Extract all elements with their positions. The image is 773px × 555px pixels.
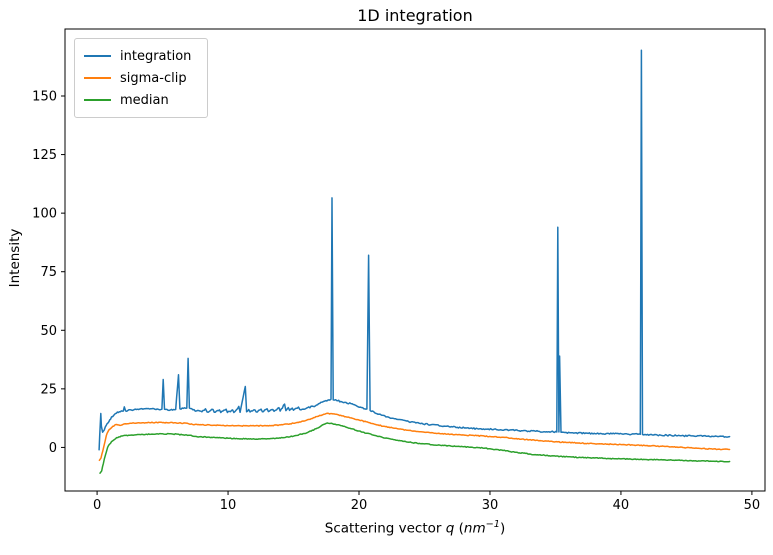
y-axis-label: Intensity	[7, 228, 23, 288]
legend-label: sigma-clip	[120, 70, 187, 86]
y-tick-label: 50	[40, 324, 57, 339]
sigma-clip-line-swatch	[84, 77, 111, 79]
y-tick-label: 125	[32, 148, 57, 163]
axes-box	[64, 28, 766, 492]
x-tick-label: 10	[220, 498, 237, 513]
y-tick-label: 0	[49, 441, 57, 456]
x-axis-label: Scattering vector q (nm−1)	[324, 519, 506, 537]
y-tick-label: 100	[32, 207, 57, 222]
y-tick-label: 150	[32, 90, 57, 105]
y-tick-label: 75	[40, 265, 57, 280]
y-tick-label: 25	[40, 382, 57, 397]
x-tick-label: 30	[482, 498, 499, 513]
legend-label: integration	[120, 48, 192, 64]
median-line-swatch	[84, 99, 111, 101]
legend-item-median: median	[84, 89, 199, 111]
series-sigma-clip-line	[98, 412, 731, 462]
x-tick-label: 40	[613, 498, 630, 513]
x-tick-label: 50	[744, 498, 761, 513]
series-median-line	[99, 422, 731, 474]
legend: integration sigma-clip median	[74, 38, 208, 118]
x-tick-label: 0	[93, 498, 101, 513]
series-integration-line	[98, 49, 731, 451]
legend-label: median	[120, 92, 169, 108]
chart-title: 1D integration	[357, 6, 473, 25]
x-tick-label: 20	[351, 498, 368, 513]
legend-item-sigma-clip: sigma-clip	[84, 67, 199, 89]
integration-line-swatch	[84, 55, 111, 57]
legend-item-integration: integration	[84, 45, 199, 67]
